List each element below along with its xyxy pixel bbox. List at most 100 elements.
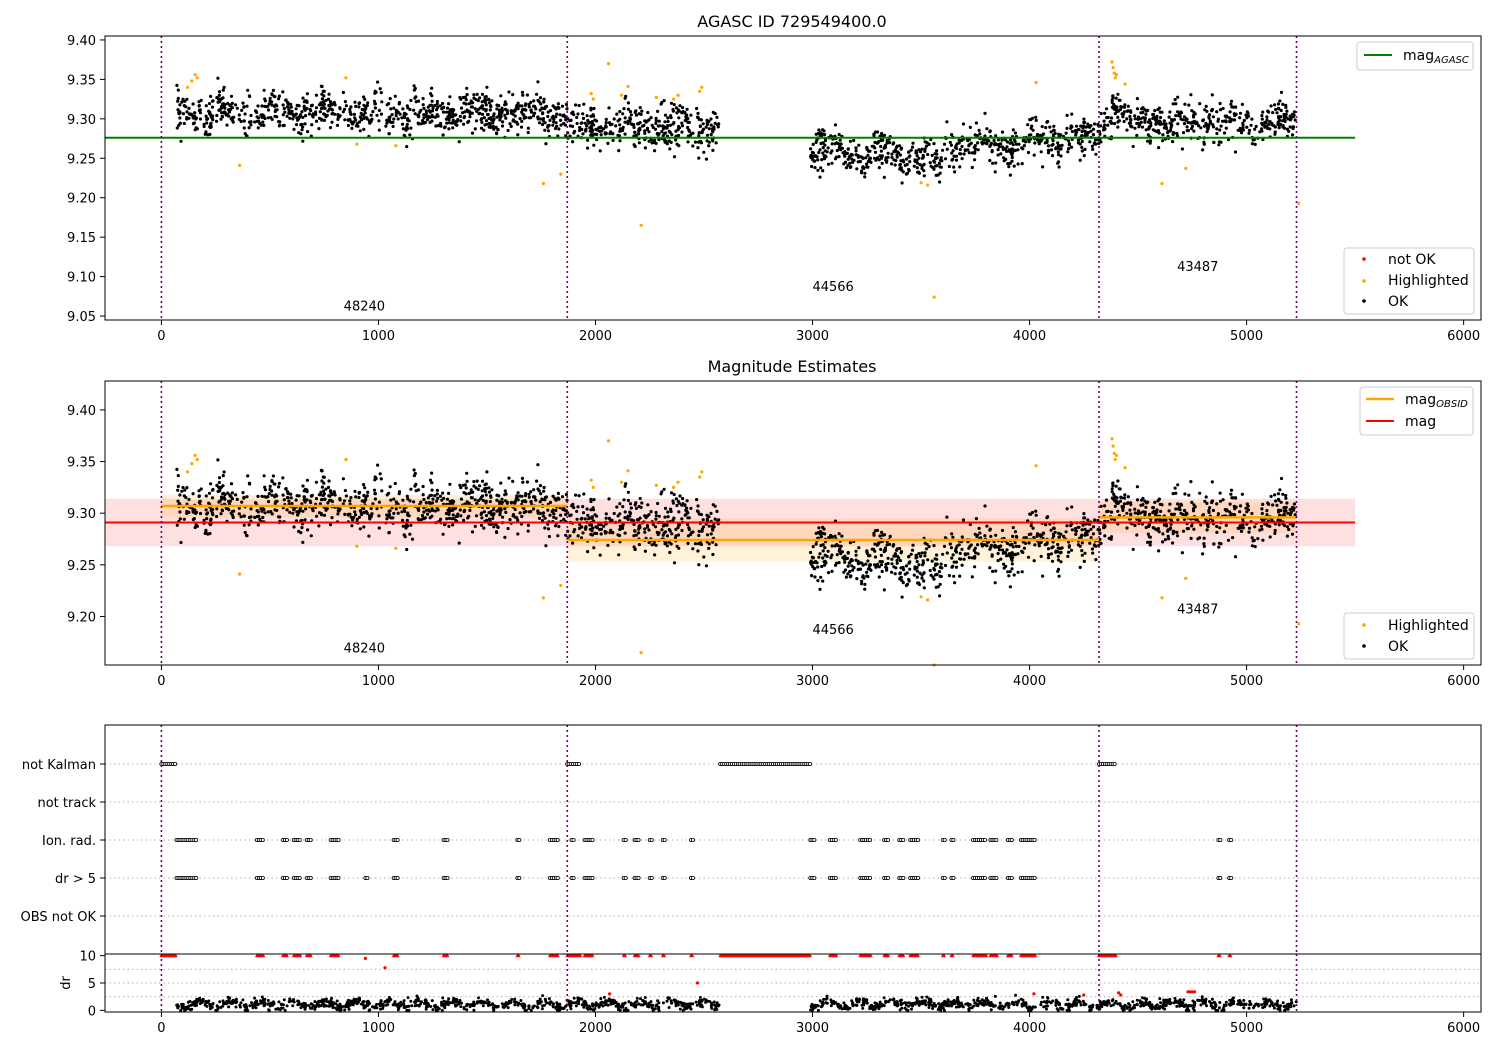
ok-point	[546, 110, 550, 114]
ok-point	[413, 112, 417, 116]
ok-point	[1284, 505, 1288, 509]
ok-point	[193, 128, 197, 132]
highlighted-point	[1110, 60, 1114, 64]
ok-point	[379, 112, 383, 116]
ok-point	[1265, 509, 1269, 513]
ok-point	[417, 115, 421, 119]
flag-marker	[297, 838, 302, 843]
ok-point	[575, 121, 579, 126]
ok-point	[589, 108, 593, 112]
ok-point	[503, 103, 507, 107]
ok-point	[519, 125, 524, 129]
ok-point	[1017, 142, 1021, 146]
ok-point	[691, 144, 695, 148]
ok-point	[1083, 533, 1087, 537]
highlighted-point	[238, 163, 242, 167]
ok-point	[376, 80, 380, 84]
ok-point	[435, 108, 439, 112]
ok-point	[518, 104, 522, 108]
ok-point	[705, 533, 710, 537]
ok-point	[1029, 532, 1033, 536]
ok-point	[879, 553, 884, 558]
ok-point	[616, 133, 620, 137]
ok-point	[481, 498, 485, 503]
ok-point	[226, 101, 230, 106]
ok-point	[421, 484, 425, 489]
ok-point	[840, 534, 844, 538]
ok-point	[637, 531, 641, 535]
ok-point	[819, 535, 824, 539]
ok-point	[621, 126, 625, 131]
ok-point	[1067, 545, 1071, 549]
ok-point	[297, 131, 301, 135]
y-tick-label: 9.30	[67, 507, 96, 522]
ok-point	[681, 496, 685, 501]
highlighted-point	[1123, 82, 1127, 86]
ok-point	[947, 574, 952, 578]
ok-point	[546, 508, 550, 512]
ok-point	[242, 496, 246, 500]
ok-point	[1228, 502, 1232, 506]
ok-point	[863, 587, 867, 591]
ok-point	[1074, 529, 1078, 533]
ok-point	[1179, 110, 1183, 114]
ok-point	[1012, 164, 1016, 168]
ok-point	[938, 565, 943, 570]
ok-point	[310, 494, 314, 498]
y-tick-label: 9.25	[67, 559, 96, 574]
ok-point	[864, 156, 868, 160]
ok-point	[666, 119, 670, 124]
ok-point	[585, 507, 589, 511]
ok-point	[301, 96, 305, 100]
ok-point	[1273, 493, 1277, 497]
ok-point	[1211, 115, 1215, 119]
ok-point	[474, 486, 478, 490]
ok-point	[954, 565, 959, 569]
ok-point	[1286, 117, 1290, 121]
ok-point	[914, 151, 918, 155]
ok-point	[333, 493, 337, 497]
ok-point	[1111, 96, 1115, 100]
ok-point	[488, 123, 492, 127]
ok-point	[362, 127, 366, 131]
ok-point	[1221, 106, 1225, 111]
ok-point	[650, 123, 654, 127]
ok-point	[1140, 503, 1145, 507]
ok-point	[1129, 512, 1133, 516]
ok-point	[1231, 536, 1235, 540]
ok-point	[285, 490, 290, 494]
ok-point	[871, 547, 876, 551]
y-tick-label: 9.20	[67, 192, 96, 207]
ok-point	[1158, 120, 1162, 124]
ok-point	[1050, 559, 1055, 563]
ok-point	[892, 565, 896, 569]
ok-point	[1030, 510, 1035, 515]
ok-point	[205, 121, 209, 125]
ok-point	[301, 139, 305, 143]
ok-point	[639, 112, 643, 116]
ok-point	[1215, 502, 1219, 506]
ok-point	[837, 155, 841, 159]
highlighted-point	[919, 595, 923, 599]
ok-point	[595, 119, 599, 123]
flag-marker	[833, 876, 838, 881]
ok-point	[713, 121, 717, 125]
ok-point	[1057, 531, 1061, 535]
ok-point	[668, 147, 672, 151]
ok-point	[699, 141, 704, 145]
highlighted-point	[193, 73, 197, 77]
ok-point	[1225, 115, 1229, 119]
ok-point	[969, 141, 973, 145]
ok-point	[809, 550, 813, 555]
ok-point	[237, 113, 241, 117]
ok-point	[191, 102, 195, 106]
ok-point	[431, 106, 435, 110]
ok-point	[317, 524, 321, 528]
ok-point	[1021, 138, 1025, 142]
legend-highlighted-marker	[1362, 279, 1366, 283]
ok-point	[1133, 126, 1137, 130]
ok-point	[1277, 523, 1281, 527]
ok-point	[833, 123, 838, 127]
ok-point	[1146, 120, 1150, 124]
ok-point	[976, 543, 980, 547]
